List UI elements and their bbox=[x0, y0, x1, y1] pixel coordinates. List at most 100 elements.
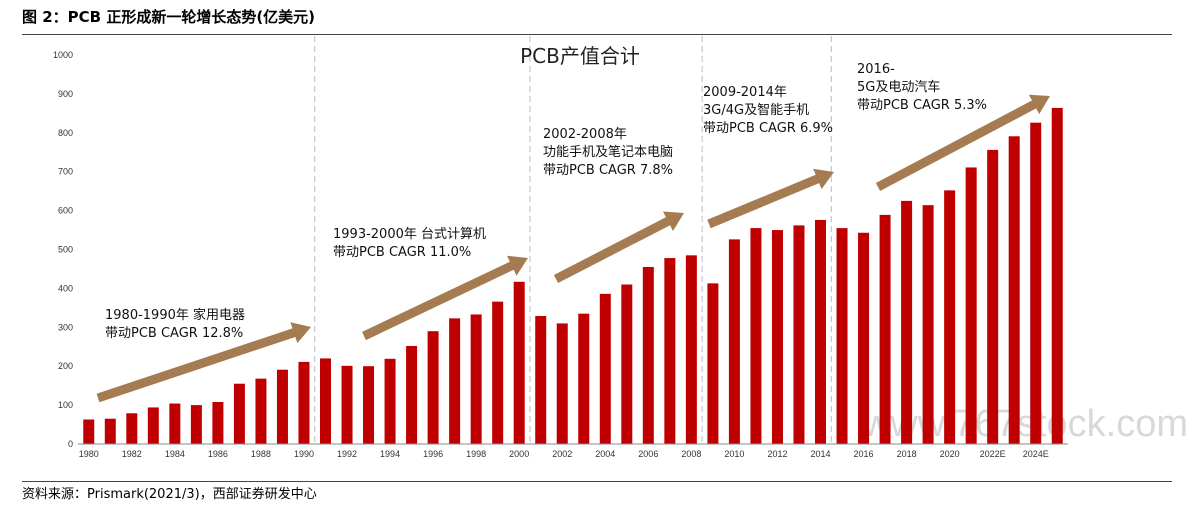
era-annotation-line: 带动PCB CAGR 11.0% bbox=[333, 245, 471, 260]
bar-2023E bbox=[1008, 136, 1020, 444]
x-tick-label: 2018 bbox=[897, 449, 917, 459]
x-tick-label: 1994 bbox=[380, 449, 400, 459]
top-rule bbox=[22, 34, 1172, 35]
x-tick-label: 2014 bbox=[810, 449, 830, 459]
bar-1990 bbox=[298, 361, 310, 444]
bar-1980 bbox=[83, 419, 95, 444]
bar-1982 bbox=[126, 413, 138, 444]
bar-1993 bbox=[363, 366, 375, 444]
y-tick-label: 500 bbox=[58, 245, 73, 255]
bar-1998 bbox=[470, 314, 482, 444]
era-annotation-line: 3G/4G及智能手机 bbox=[703, 103, 809, 118]
y-tick-label: 0 bbox=[68, 439, 73, 449]
y-tick-label: 600 bbox=[58, 206, 73, 216]
y-tick-label: 300 bbox=[58, 322, 73, 332]
era-annotation-line: 5G及电动汽车 bbox=[857, 79, 940, 95]
trend-arrow bbox=[96, 322, 311, 403]
bar-2020 bbox=[944, 190, 956, 444]
bar-1994 bbox=[384, 358, 396, 444]
figure-title: 图 2：PCB 正形成新一轮增长态势(亿美元) bbox=[22, 8, 316, 26]
bar-2000 bbox=[513, 281, 525, 444]
bar-1992 bbox=[341, 365, 353, 444]
era-annotation-line: 2009-2014年 bbox=[703, 85, 787, 100]
x-tick-label: 1998 bbox=[466, 449, 486, 459]
bottom-rule bbox=[22, 481, 1172, 482]
bar-2018 bbox=[901, 200, 913, 444]
x-tick-label: 2010 bbox=[724, 449, 744, 459]
bar-2011 bbox=[750, 228, 762, 444]
bar-2003 bbox=[578, 313, 590, 444]
x-tick-label: 1986 bbox=[208, 449, 228, 459]
bar-2006 bbox=[642, 267, 654, 444]
trend-arrow bbox=[707, 168, 834, 229]
bar-2004 bbox=[599, 293, 611, 444]
y-tick-label: 200 bbox=[58, 361, 73, 371]
era-annotation-line: 1993-2000年 台式计算机 bbox=[333, 227, 486, 242]
watermark-text: www.767stock.com bbox=[862, 403, 1188, 445]
bar-2014 bbox=[815, 219, 826, 444]
bar-1988 bbox=[255, 378, 267, 444]
x-tick-label: 2002 bbox=[552, 449, 572, 459]
y-tick-label: 800 bbox=[58, 128, 73, 138]
y-tick-label: 700 bbox=[58, 167, 73, 177]
bar-undefined bbox=[1051, 107, 1063, 445]
era-annotation-line: 1980-1990年 家用电器 bbox=[105, 307, 245, 323]
x-tick-label: 1982 bbox=[122, 449, 142, 459]
bar-1987 bbox=[233, 383, 245, 444]
x-tick-label: 2006 bbox=[638, 449, 658, 459]
bar-1995 bbox=[406, 345, 418, 444]
bar-1984 bbox=[169, 403, 181, 444]
bar-2005 bbox=[621, 284, 633, 444]
y-tick-label: 100 bbox=[58, 400, 73, 410]
bar-2019 bbox=[922, 205, 934, 444]
bar-2007 bbox=[664, 258, 676, 444]
bar-2009 bbox=[707, 283, 719, 444]
bar-2015 bbox=[836, 228, 848, 444]
x-tick-label: 2004 bbox=[595, 449, 615, 459]
bar-2002 bbox=[556, 323, 568, 444]
era-annotation-line: 带动PCB CAGR 7.8% bbox=[543, 163, 673, 178]
x-tick-label: 1980 bbox=[79, 449, 99, 459]
y-tick-label: 400 bbox=[58, 283, 73, 293]
bar-2012 bbox=[771, 230, 783, 444]
era-annotation-line: 2002-2008年 bbox=[543, 127, 627, 142]
x-tick-label: 1996 bbox=[423, 449, 443, 459]
bar-2001 bbox=[535, 316, 547, 444]
era-annotation-line: 功能手机及笔记本电脑 bbox=[543, 144, 673, 160]
bar-1981 bbox=[104, 418, 116, 444]
bar-2008 bbox=[685, 255, 697, 444]
bar-1983 bbox=[147, 407, 159, 444]
bar-2021E bbox=[965, 167, 977, 444]
era-annotation-line: 带动PCB CAGR 12.8% bbox=[105, 326, 243, 341]
bar-2017 bbox=[879, 214, 891, 444]
bar-1997 bbox=[449, 318, 461, 444]
era-annotation-line: 2016- bbox=[857, 62, 895, 77]
bar-1986 bbox=[212, 401, 224, 444]
x-tick-label: 2022E bbox=[980, 449, 1006, 459]
bar-1989 bbox=[276, 369, 288, 444]
bar-2010 bbox=[728, 239, 740, 444]
x-tick-label: 1984 bbox=[165, 449, 185, 459]
y-tick-label: 1000 bbox=[53, 50, 73, 60]
bar-2013 bbox=[793, 225, 805, 444]
era-annotation-line: 带动PCB CAGR 6.9% bbox=[703, 121, 833, 136]
trend-arrow bbox=[875, 94, 1050, 191]
bar-1991 bbox=[320, 358, 331, 444]
x-tick-label: 2012 bbox=[767, 449, 787, 459]
bar-2024E bbox=[1030, 122, 1042, 444]
x-tick-label: 2016 bbox=[854, 449, 874, 459]
chart-title: PCB产值合计 bbox=[520, 44, 640, 68]
bar-2022E bbox=[987, 149, 999, 444]
bar-1999 bbox=[492, 301, 504, 444]
trend-arrow bbox=[362, 255, 528, 341]
bar-2016 bbox=[858, 232, 870, 444]
era-annotation-line: 带动PCB CAGR 5.3% bbox=[857, 98, 987, 113]
bar-1996 bbox=[427, 331, 439, 444]
x-tick-label: 2024E bbox=[1023, 449, 1049, 459]
x-tick-label: 2000 bbox=[509, 449, 529, 459]
x-tick-label: 2020 bbox=[940, 449, 960, 459]
bar-1985 bbox=[190, 405, 202, 444]
x-tick-label: 1992 bbox=[337, 449, 357, 459]
x-tick-label: 1988 bbox=[251, 449, 271, 459]
